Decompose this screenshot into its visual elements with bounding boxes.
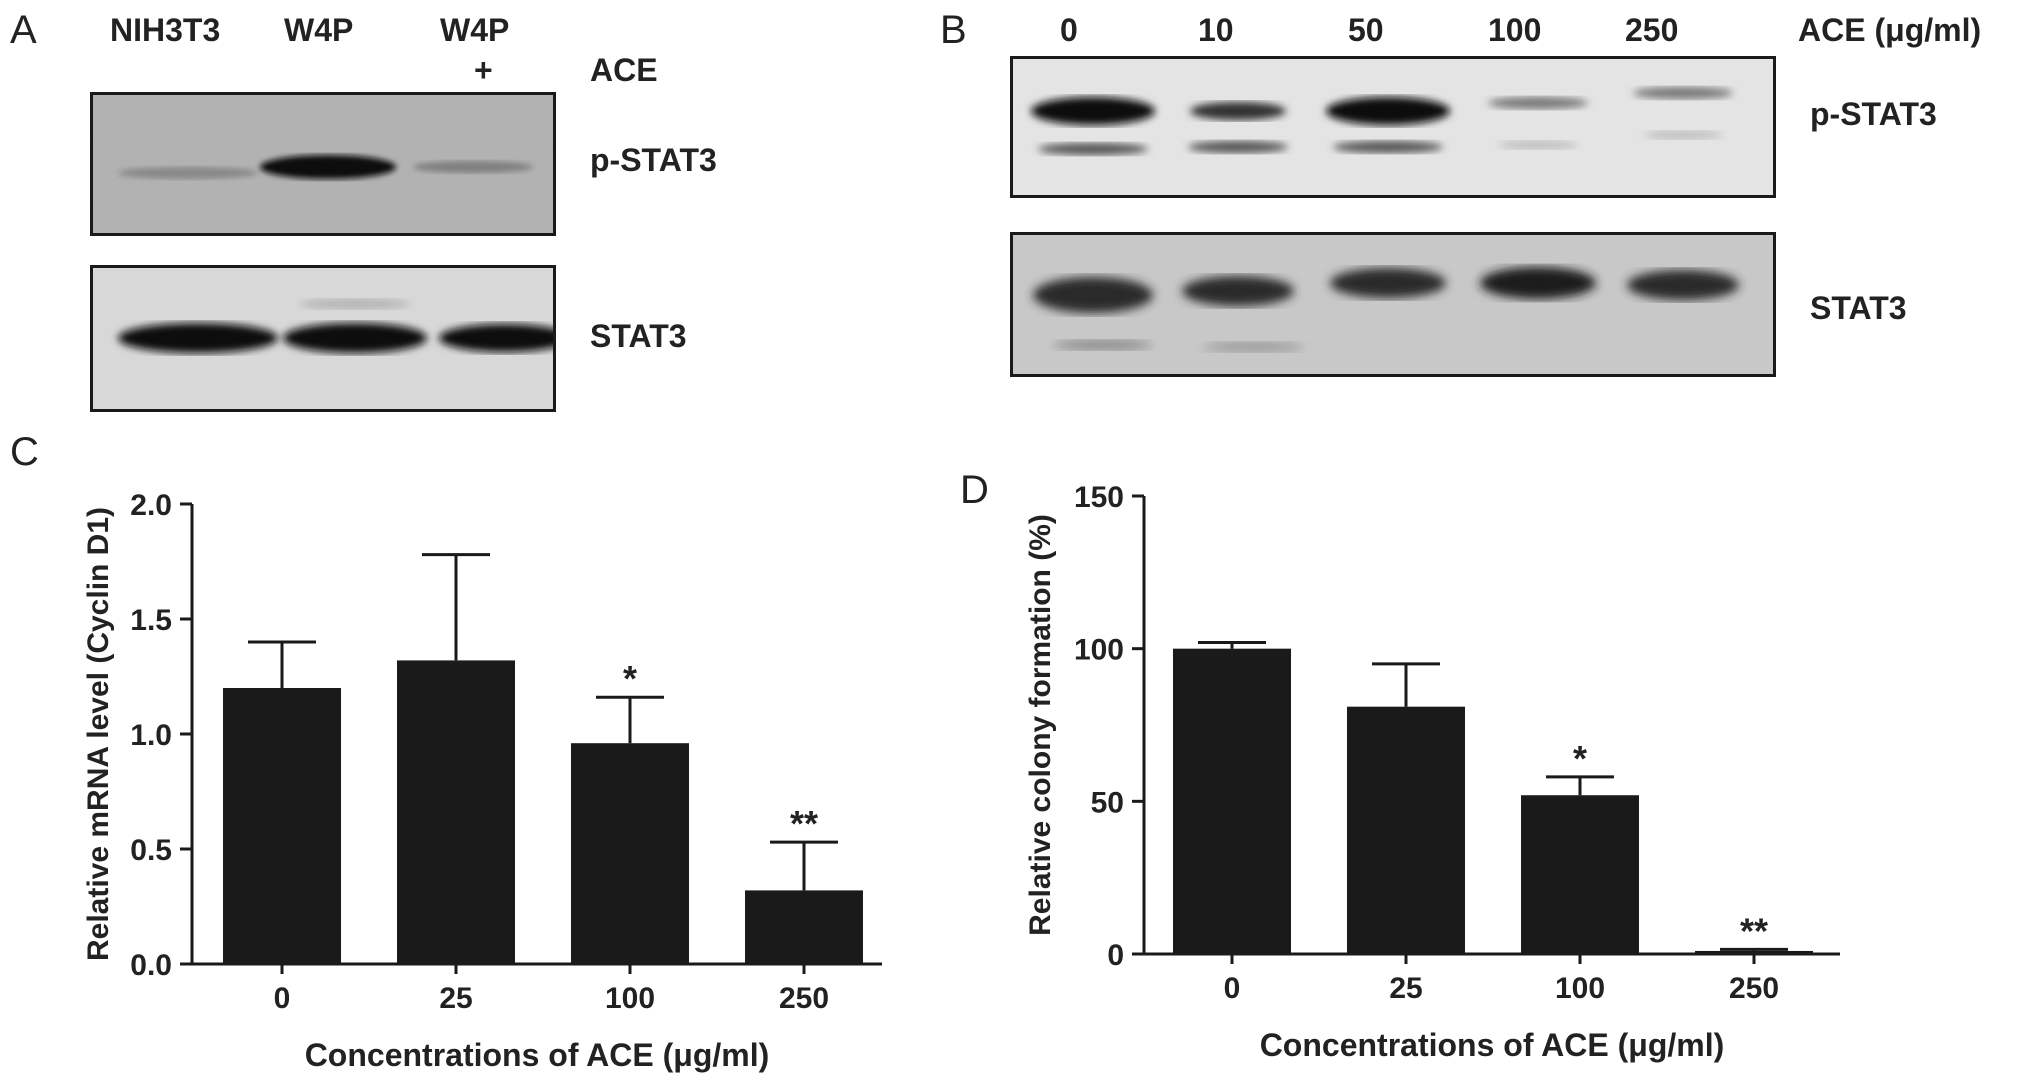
y-tick-label: 1.5 (130, 604, 172, 637)
x-tick-label: 25 (1389, 972, 1422, 1005)
chart-c: 0.0 0.5 1.0 1.5 2.0 0 25 100 * 250 ** Concentration… (82, 489, 882, 1073)
bar (397, 660, 515, 964)
lane-label-b-50: 50 (1348, 12, 1384, 48)
x-tick-label: 250 (779, 982, 829, 1015)
blot-b-stat3 (1010, 232, 1776, 377)
lane-label-nih3t3: NIH3T3 (110, 12, 221, 48)
x-tick-label: 100 (1555, 972, 1605, 1005)
bar (571, 743, 689, 964)
x-axis-label: Concentrations of ACE (μg/ml) (1260, 1027, 1725, 1063)
blot-label-a-pstat3: p-STAT3 (590, 142, 717, 178)
lane-label-w4p: W4P (284, 12, 354, 48)
y-tick-label: 100 (1074, 634, 1124, 667)
panel-letter-b: B (940, 8, 967, 52)
blot-label-a-stat3: STAT3 (590, 318, 687, 354)
blot-a-stat3 (90, 265, 556, 412)
panel-letter-a: A (10, 8, 37, 52)
chart-d: 0 50 100 150 0 25 100 * 250 ** Concentrations of A… (1024, 481, 1840, 1063)
y-tick-label: 0.0 (130, 949, 172, 982)
significance-marker: ** (790, 803, 818, 844)
x-tick-label: 25 (439, 982, 472, 1015)
lane-label-b-0: 0 (1060, 12, 1078, 48)
lane-label-w4p-ace: W4P (440, 12, 510, 48)
panel-letter-d: D (960, 468, 989, 512)
blot-b-stat3-bands (1013, 235, 1773, 374)
lane-label-b-10: 10 (1198, 12, 1234, 48)
blot-b-pstat3-bands (1013, 59, 1773, 195)
y-axis-label: Relative colony formation (%) (1024, 514, 1057, 936)
y-axis-label: Relative mRNA level (Cyclin D1) (82, 507, 115, 961)
lane-label-plus: + (474, 52, 493, 88)
significance-marker: * (1573, 738, 1587, 779)
blot-b-pstat3 (1010, 56, 1776, 198)
x-tick-label: 100 (605, 982, 655, 1015)
bar (1521, 795, 1639, 954)
x-tick-label: 0 (274, 982, 291, 1015)
significance-marker: ** (1740, 910, 1768, 951)
bar (1173, 648, 1291, 954)
bar (1695, 950, 1813, 954)
y-tick-label: 50 (1091, 786, 1124, 819)
y-tick-label: 0.5 (130, 834, 172, 867)
y-tick-label: 2.0 (130, 489, 172, 522)
x-tick-label: 250 (1729, 972, 1779, 1005)
blot-label-b-stat3: STAT3 (1810, 290, 1907, 326)
treatment-label-ace: ACE (590, 52, 658, 88)
significance-marker: * (623, 658, 637, 699)
panel-letter-c: C (10, 430, 39, 474)
bar (1347, 706, 1465, 954)
bar (745, 890, 863, 964)
blot-a-pstat3 (90, 92, 556, 236)
x-axis-label: Concentrations of ACE (μg/ml) (305, 1037, 770, 1073)
blot-a-pstat3-bands (93, 95, 553, 233)
y-tick-label: 0 (1107, 939, 1124, 972)
lane-label-b-100: 100 (1488, 12, 1542, 48)
bar (223, 688, 341, 964)
y-tick-label: 1.0 (130, 719, 172, 752)
blot-a-stat3-bands (93, 268, 553, 409)
x-tick-label: 0 (1224, 972, 1241, 1005)
y-tick-label: 150 (1074, 481, 1124, 514)
blot-label-b-pstat3: p-STAT3 (1810, 96, 1937, 132)
unit-label-b: ACE (μg/ml) (1798, 12, 1982, 48)
lane-label-b-250: 250 (1625, 12, 1679, 48)
